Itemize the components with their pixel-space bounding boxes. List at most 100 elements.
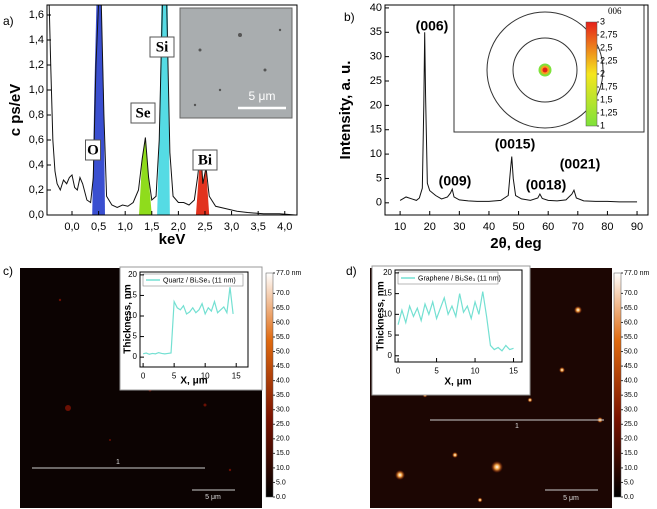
image-annotation: 5 μm: [205, 494, 221, 501]
y-tick-label: 0,4: [29, 159, 44, 171]
x-tick-label: 70: [572, 221, 584, 233]
x-tick-label: 2,5: [197, 221, 212, 233]
colorbar-label: 70.0: [624, 290, 638, 297]
peak-label: (0018): [526, 177, 566, 193]
legend-box: [142, 273, 244, 287]
colorbar-label: 2,75: [600, 29, 618, 39]
plot-frame: [384, 4, 649, 216]
colorbar-label: 77.0 nm: [624, 270, 649, 277]
x-axis-label: X, μm: [180, 376, 207, 387]
y-tick-label: 10: [383, 309, 392, 318]
x-tick-label: 20: [424, 221, 436, 233]
image-annotation: 1: [116, 459, 120, 466]
inset-background: [119, 266, 263, 391]
plot-frame: [139, 271, 249, 368]
x-tick-label: 30: [453, 221, 465, 233]
colorbar-label: 77.0 nm: [276, 270, 301, 277]
colorbar-label: 40.0: [276, 377, 290, 384]
colorbar-label: 2,25: [600, 55, 618, 65]
peak-label: (0015): [495, 136, 535, 152]
colorbar: [585, 21, 598, 127]
colorbar-label: 1,75: [600, 81, 618, 91]
panel-label: c): [3, 264, 13, 278]
y-tick-label: 20: [383, 268, 392, 277]
inset-background: [371, 265, 531, 396]
data-line: [399, 32, 638, 203]
y-tick-label: 15: [370, 124, 382, 136]
colorbar-label: 10.0: [276, 465, 290, 472]
y-tick-label: 1,4: [29, 34, 44, 46]
colorbar-label: 0.0: [276, 494, 286, 501]
colorbar-label: 65.0: [276, 305, 290, 312]
peak-label-box: [130, 102, 156, 124]
image-annotation: 1: [515, 423, 519, 430]
colorbar: [613, 272, 622, 498]
peak-label-box: [149, 36, 175, 58]
colorbar-label: 25.0: [276, 421, 290, 428]
x-tick-label: 10: [394, 221, 406, 233]
colorbar-label: 65.0: [624, 305, 638, 312]
y-tick-label: 10: [370, 148, 382, 160]
y-tick-label: 30: [370, 51, 382, 63]
colorbar-title: 006: [608, 6, 622, 16]
peak-area: [157, 5, 170, 215]
colorbar-label: 20.0: [624, 436, 638, 443]
y-tick-label: 15: [383, 289, 392, 298]
peak-label: (009): [439, 173, 472, 189]
y-tick-label: 20: [370, 99, 382, 111]
panel-label: b): [344, 10, 355, 24]
x-tick-label: 15: [509, 366, 518, 375]
panel-label: a): [3, 14, 14, 28]
colorbar-label: 10.0: [624, 465, 638, 472]
peak-label: O: [87, 142, 99, 158]
x-tick-label: 10: [201, 371, 210, 380]
y-tick-label: 0,6: [29, 134, 44, 146]
colorbar: [265, 272, 274, 498]
y-tick-label: 10: [128, 311, 137, 320]
colorbar-label: 15.0: [276, 450, 290, 457]
colorbar-label: 50.0: [276, 348, 290, 355]
colorbar-label: 45.0: [624, 363, 638, 370]
panel-label: d): [346, 264, 357, 278]
x-tick-label: 0: [396, 366, 401, 375]
legend-label: Graphene / Bi₂Se₃ (11 nm): [418, 275, 501, 282]
y-tick-label: 1,2: [29, 59, 44, 71]
y-tick-label: 0,0: [29, 209, 44, 221]
pole-spot: [542, 67, 548, 73]
colorbar-label: 30.0: [276, 407, 290, 414]
y-tick-label: 0,2: [29, 184, 44, 196]
colorbar-label: 5.0: [624, 479, 634, 486]
peak-area: [92, 5, 105, 215]
peak-label: Se: [136, 105, 151, 121]
y-tick-label: 5: [133, 332, 138, 341]
x-tick-label: 10: [471, 366, 480, 375]
x-tick-label: 3,5: [251, 221, 266, 233]
sem-image: [179, 7, 293, 119]
x-axis-label: 2θ, deg: [490, 235, 541, 252]
x-tick-label: 50: [512, 221, 524, 233]
x-tick-label: 2,0: [171, 221, 186, 233]
plot-frame: [46, 4, 298, 216]
x-tick-label: 90: [631, 221, 643, 233]
colorbar-label: 1: [600, 120, 605, 130]
y-axis-label: Thickness, nm: [123, 284, 134, 354]
y-tick-label: 40: [370, 2, 382, 14]
x-tick-label: 0,0: [64, 221, 79, 233]
colorbar-label: 55.0: [624, 334, 638, 341]
data-line: [142, 287, 234, 355]
colorbar-label: 55.0: [276, 334, 290, 341]
colorbar-label: 45.0: [276, 363, 290, 370]
data-line: [48, 5, 296, 215]
peak-label-box: [192, 149, 218, 171]
y-axis-label: Intensity, a. u.: [337, 61, 354, 160]
x-tick-label: 0,5: [91, 221, 106, 233]
x-tick-label: 3,0: [224, 221, 239, 233]
colorbar-label: 30.0: [624, 407, 638, 414]
colorbar-label: 5.0: [276, 479, 286, 486]
colorbar-label: 50.0: [624, 348, 638, 355]
colorbar-label: 15.0: [624, 450, 638, 457]
x-tick-label: 0: [141, 371, 146, 380]
y-tick-label: 15: [128, 291, 137, 300]
pole-circle: [512, 37, 578, 103]
y-tick-label: 0: [376, 197, 382, 209]
